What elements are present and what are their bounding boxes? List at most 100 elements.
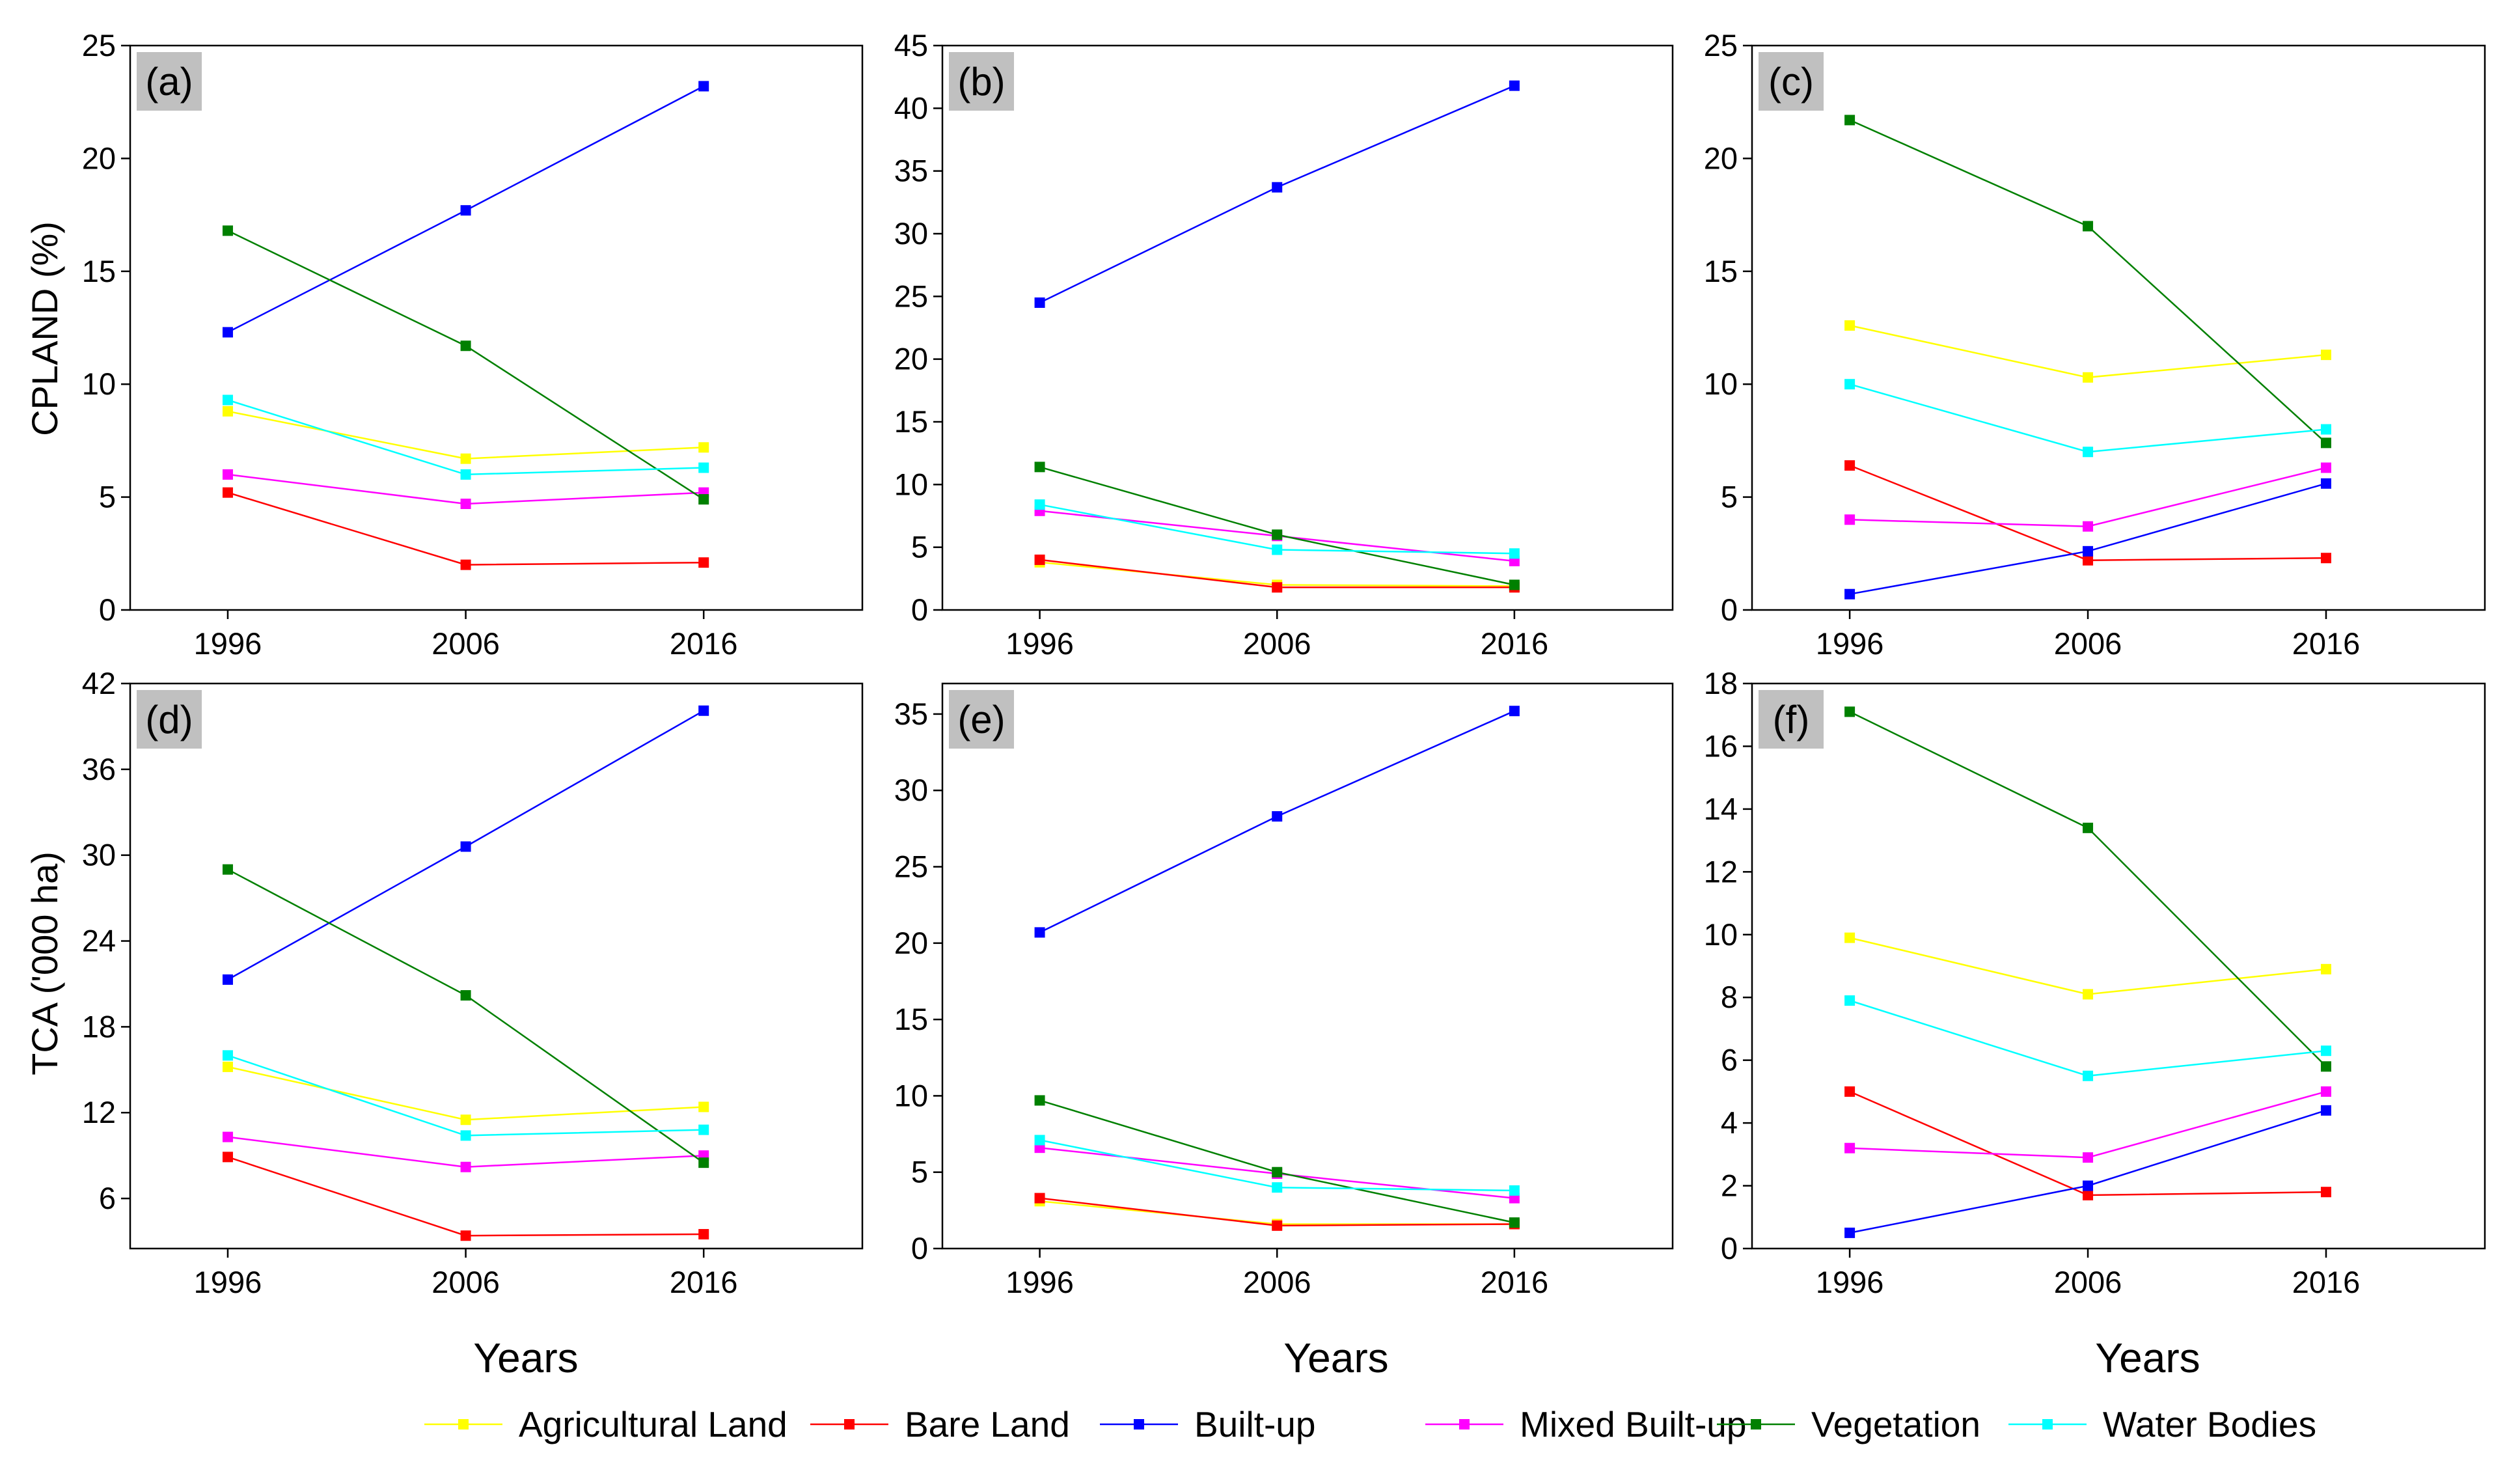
y-tick-label: 20 <box>894 342 928 376</box>
data-point-vegetation <box>1844 706 1856 717</box>
data-point-bare-land <box>460 1230 471 1241</box>
data-point-agricultural-land <box>2083 372 2094 383</box>
legend-marker-built-up <box>1134 1419 1144 1429</box>
x-tick-label: 2016 <box>670 626 738 661</box>
data-point-vegetation <box>698 494 709 505</box>
y-tick-label: 6 <box>1721 1043 1738 1077</box>
y-tick-label: 25 <box>1704 28 1738 62</box>
data-point-bare-land <box>1034 554 1045 565</box>
x-tick-label: 2006 <box>431 1265 500 1299</box>
panel-c: 0 5 10 15 20 25 1996 2006 2016 (c) <box>1704 28 2486 661</box>
x-tick-label: 2006 <box>2054 626 2122 661</box>
y-axis-title-tca: TCA ('000 ha) <box>24 851 65 1075</box>
data-point-built-up <box>2083 1180 2094 1191</box>
data-point-bare-land <box>2083 555 2094 566</box>
plot-frame <box>129 682 864 1250</box>
legend-label-agricultural-land: Agricultural Land <box>519 1404 788 1444</box>
y-tick-label: 24 <box>82 924 116 958</box>
data-point-bare-land <box>222 487 233 498</box>
data-point-built-up <box>2083 546 2094 557</box>
data-point-agricultural-land <box>698 442 709 453</box>
data-point-water-bodies <box>1272 1182 1283 1193</box>
data-point-vegetation <box>2320 1061 2331 1072</box>
data-point-mixed-built-up <box>2083 521 2094 532</box>
data-point-vegetation <box>460 990 471 1001</box>
data-point-built-up <box>222 327 233 338</box>
x-tick-label: 2016 <box>670 1265 738 1299</box>
y-tick-label: 10 <box>1704 917 1738 952</box>
y-tick-label: 18 <box>82 1009 116 1043</box>
data-point-mixed-built-up <box>2083 1152 2094 1163</box>
data-point-built-up <box>460 205 471 216</box>
y-tick-label: 8 <box>1721 980 1738 1014</box>
y-tick-label: 42 <box>82 666 116 700</box>
y-tick-label: 35 <box>894 697 928 731</box>
y-tick-label: 5 <box>99 480 116 514</box>
y-tick-label: 0 <box>911 1231 928 1265</box>
y-tick-label: 45 <box>894 28 928 62</box>
y-tick-label: 10 <box>1704 366 1738 401</box>
x-tick-label: 2016 <box>1481 1265 1549 1299</box>
data-point-vegetation <box>2083 822 2094 833</box>
data-point-water-bodies <box>460 1130 471 1141</box>
data-point-agricultural-land <box>2320 963 2331 974</box>
data-point-built-up <box>1034 297 1045 308</box>
data-point-agricultural-land <box>1844 320 1856 331</box>
panel-tag: (d) <box>145 698 193 741</box>
x-tick-label: 2006 <box>431 626 500 661</box>
panel-tag: (a) <box>145 60 193 104</box>
panel-tag-bg <box>1759 52 1824 111</box>
data-point-bare-land <box>222 1152 233 1163</box>
panel-d: 6 12 18 24 30 36 42 1996 2006 2016 (d) <box>82 666 864 1299</box>
x-tick-label: 1996 <box>1006 626 1074 661</box>
y-tick-label: 15 <box>82 254 116 288</box>
data-point-bare-land <box>1844 460 1856 471</box>
data-point-built-up <box>1272 182 1283 193</box>
x-tick-label: 1996 <box>1816 626 1884 661</box>
y-tick-label: 12 <box>82 1095 116 1129</box>
y-tick-label: 30 <box>82 838 116 872</box>
data-point-bare-land <box>698 1229 709 1240</box>
data-point-water-bodies <box>1844 379 1856 390</box>
data-point-vegetation <box>2320 437 2331 449</box>
data-point-vegetation <box>1034 1095 1045 1106</box>
panel-tag-bg <box>137 52 202 111</box>
y-tick-label: 10 <box>82 366 116 401</box>
data-point-built-up <box>1034 927 1045 938</box>
data-point-agricultural-land <box>2320 350 2331 361</box>
data-point-bare-land <box>2320 1187 2331 1198</box>
x-tick-label: 2016 <box>1481 626 1549 661</box>
y-tick-label: 20 <box>1704 141 1738 175</box>
plot-frame <box>1751 682 2486 1250</box>
data-point-built-up <box>698 705 709 716</box>
legend-label-built-up: Built-up <box>1194 1404 1315 1444</box>
data-point-vegetation <box>1509 579 1520 590</box>
data-point-built-up <box>1509 706 1520 717</box>
y-tick-label: 2 <box>1721 1168 1738 1203</box>
y-tick-label: 5 <box>1721 480 1738 514</box>
x-tick-label: 2006 <box>1243 1265 1311 1299</box>
data-point-mixed-built-up <box>1844 514 1856 525</box>
data-point-built-up <box>1844 1227 1856 1238</box>
data-point-bare-land <box>2083 1190 2094 1201</box>
data-point-water-bodies <box>222 394 233 406</box>
y-tick-label: 30 <box>894 773 928 807</box>
x-tick-label: 2006 <box>2054 1265 2122 1299</box>
data-point-built-up <box>1509 80 1520 91</box>
data-point-water-bodies <box>2320 424 2331 435</box>
y-tick-label: 16 <box>1704 728 1738 763</box>
data-point-agricultural-land <box>222 1061 233 1072</box>
legend-marker-vegetation <box>1751 1419 1761 1429</box>
plot-frame <box>129 44 864 611</box>
y-tick-label: 4 <box>1721 1105 1738 1140</box>
data-point-mixed-built-up <box>222 1131 233 1142</box>
panel-tag-bg <box>949 52 1014 111</box>
panel-b: 0 5 10 15 20 25 30 35 40 45 1996 2006 2016 (b) <box>894 28 1674 661</box>
panel-a: 0 5 10 15 20 25 1996 2006 2016 (a) <box>82 28 864 661</box>
panel-tag: (f) <box>1773 698 1810 741</box>
plot-frame <box>1751 44 2486 611</box>
y-tick-label: 25 <box>82 28 116 62</box>
data-point-built-up <box>222 974 233 985</box>
y-tick-label: 14 <box>1704 792 1738 826</box>
